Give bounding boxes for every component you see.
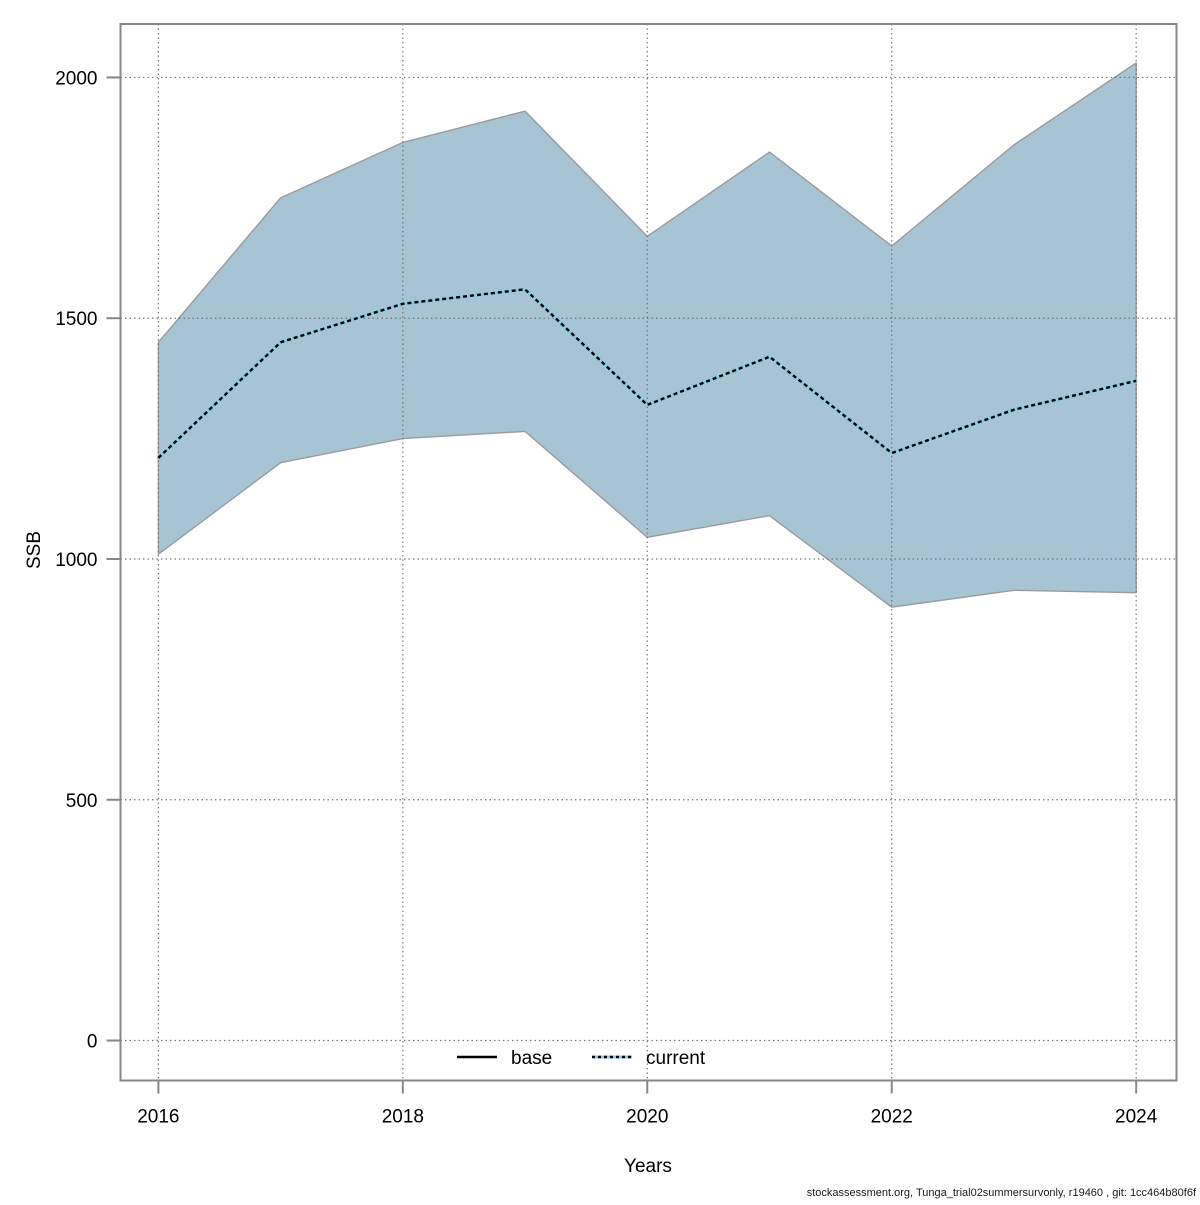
series-layer <box>156 287 1138 460</box>
x-axis-label: Years <box>624 1156 672 1177</box>
axis-ticks-layer: 2016 2018 2020 2022 2024 0 500 1000 1500 2000 <box>55 68 1158 1127</box>
x-tick-label: 2022 <box>871 1107 913 1128</box>
y-axis-label: SSB <box>24 531 45 569</box>
y-tick-label: 500 <box>66 791 98 812</box>
x-tick-label: 2020 <box>626 1107 668 1128</box>
y-tick-label: 1500 <box>55 309 97 330</box>
y-tick-label: 1000 <box>55 550 97 571</box>
current-line <box>157 288 1137 459</box>
footer-attribution: stockassessment.org, Tunga_trial02summer… <box>807 1187 1197 1199</box>
legend-base-label: base <box>511 1048 552 1069</box>
x-tick-label: 2018 <box>382 1107 424 1128</box>
legend: base current <box>457 1048 706 1069</box>
x-tick-label: 2024 <box>1115 1107 1158 1128</box>
y-tick-label: 0 <box>87 1032 98 1053</box>
x-tick-label: 2016 <box>137 1107 179 1128</box>
grid-layer <box>120 24 1177 1081</box>
legend-current-label: current <box>646 1048 706 1069</box>
plot-frame-layer <box>119 23 1178 1082</box>
y-tick-label: 2000 <box>55 68 97 89</box>
plot-border <box>119 23 1178 1082</box>
